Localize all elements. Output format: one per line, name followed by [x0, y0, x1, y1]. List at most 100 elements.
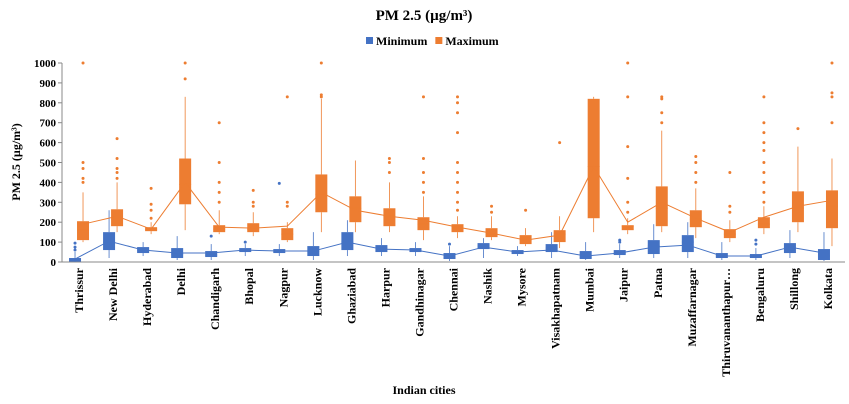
outlier — [456, 101, 459, 105]
outlier — [115, 137, 119, 141]
y-tick-label: 100 — [40, 237, 57, 249]
outlier — [694, 161, 698, 164]
outlier — [115, 166, 119, 170]
outlier — [626, 200, 630, 204]
x-tick-label: Mysore — [515, 267, 529, 306]
box — [579, 251, 592, 260]
outlier — [456, 131, 459, 135]
x-tick-label: Patna — [651, 268, 665, 298]
outlier — [762, 180, 766, 184]
x-tick-label: Bengaluru — [753, 268, 767, 322]
box — [621, 225, 634, 231]
x-tick-label: Kolkata — [821, 268, 835, 309]
outlier — [660, 95, 664, 99]
box — [349, 196, 362, 223]
x-tick-label: Thiruvananthapur… — [719, 268, 733, 377]
outlier — [762, 149, 766, 153]
x-tick-label: Mumbai — [583, 267, 597, 312]
outlier — [183, 77, 187, 81]
outlier — [524, 208, 528, 212]
outlier — [830, 121, 834, 125]
y-tick-label: 200 — [40, 217, 57, 229]
box — [655, 186, 668, 227]
legend-swatch — [366, 37, 373, 44]
outlier — [448, 242, 451, 246]
outlier — [149, 202, 153, 206]
outlier — [73, 241, 77, 245]
outlier — [728, 204, 732, 208]
outlier — [183, 61, 187, 65]
outlier — [73, 248, 77, 252]
y-tick-label: 400 — [40, 177, 57, 189]
outlier — [626, 210, 630, 214]
y-tick-label: 900 — [40, 78, 57, 90]
outlier — [626, 176, 630, 180]
x-tick-label: Hyderabad — [140, 268, 154, 326]
box — [205, 251, 218, 258]
outlier — [421, 180, 425, 184]
outlier — [421, 190, 425, 194]
outlier — [762, 190, 766, 194]
outlier — [456, 200, 459, 204]
legend-label: Maximum — [445, 34, 498, 48]
box — [553, 230, 566, 243]
y-tick-label: 500 — [40, 158, 57, 170]
y-tick-label: 0 — [51, 257, 57, 269]
outlier — [660, 111, 664, 115]
outlier — [754, 242, 758, 246]
outlier — [217, 161, 221, 164]
box — [341, 232, 354, 251]
y-tick-label: 700 — [40, 118, 57, 130]
outlier — [251, 188, 255, 192]
outlier — [830, 61, 834, 65]
outlier — [456, 170, 459, 174]
outlier — [81, 61, 85, 65]
outlier — [490, 204, 494, 208]
outlier — [285, 204, 289, 208]
y-tick-label: 300 — [40, 197, 57, 209]
outlier — [762, 170, 766, 174]
outlier — [728, 170, 732, 174]
box — [587, 98, 600, 219]
outlier — [149, 208, 153, 212]
outlier — [115, 176, 119, 180]
outlier — [421, 95, 425, 99]
outlier — [115, 157, 119, 161]
x-tick-label: Visakhapatnam — [549, 268, 563, 349]
mean-line — [82, 165, 833, 241]
outlier — [456, 180, 459, 184]
outlier — [456, 190, 459, 194]
legend: Minimum Maximum — [366, 34, 499, 48]
outlier — [387, 157, 391, 161]
outlier — [830, 95, 834, 99]
x-tick-label: Bhopal — [242, 267, 256, 304]
x-tick-label: Ghaziabad — [344, 268, 358, 324]
outlier — [251, 204, 255, 208]
chart-title: PM 2.5 (µg/m³) — [376, 8, 473, 24]
outlier — [762, 141, 766, 145]
x-tick-label: Nashik — [481, 268, 495, 304]
x-tick-label: Thrissur — [72, 267, 86, 312]
mean-line — [74, 240, 825, 260]
outlier — [456, 208, 459, 212]
outlier — [115, 170, 119, 174]
x-tick-label: Chandigarh — [208, 268, 222, 330]
outlier — [73, 245, 77, 249]
outlier — [319, 93, 323, 97]
outlier — [830, 91, 834, 95]
legend-label: Minimum — [376, 34, 427, 48]
outlier — [81, 176, 85, 180]
outlier — [762, 131, 766, 135]
outlier — [618, 238, 622, 242]
outlier — [209, 234, 213, 238]
outlier — [456, 95, 459, 99]
outlier — [277, 181, 281, 185]
outlier — [660, 121, 664, 125]
y-tick-label: 800 — [40, 98, 57, 110]
outlier — [149, 216, 153, 220]
x-tick-label: Harpur — [378, 267, 392, 307]
x-tick-label: Shillong — [787, 268, 801, 310]
outlier — [796, 127, 800, 131]
x-tick-label: Nagpur — [276, 267, 290, 307]
